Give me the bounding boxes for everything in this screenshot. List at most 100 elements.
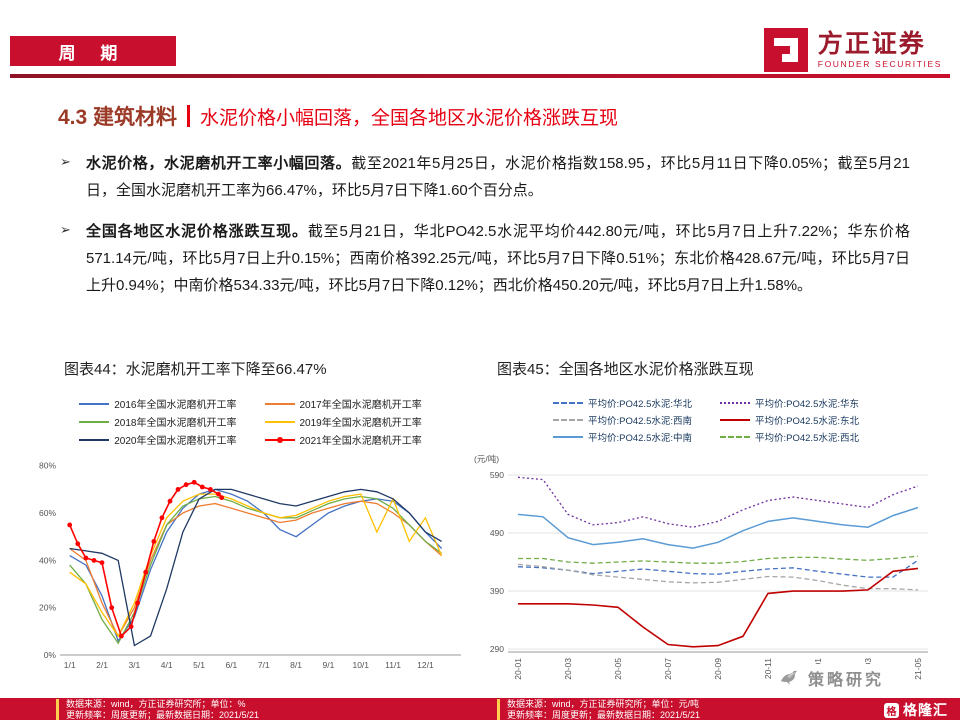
footer-update-line: 更新频率：周度更新；最新数据日期：2021/5/21 — [66, 709, 260, 720]
legend-line-swatch — [553, 436, 583, 438]
legend-item: 平均价:PO42.5水泥:西北 — [720, 430, 859, 444]
series-line-huadong — [517, 476, 919, 528]
series-line-xinan — [517, 563, 919, 591]
x-tick-label: 20-03 — [563, 658, 573, 680]
legend-label: 2019年全国水泥磨机开工率 — [299, 418, 422, 429]
bullet-list: ➢ 水泥价格，水泥磨机开工率小幅回落。截至2021年5月25日，水泥价格指数15… — [60, 150, 910, 312]
gelonghui-icon: 格 — [884, 702, 899, 718]
footer-source-line: 数据来源：wind，方正证券研究所；单位：元/吨 — [507, 699, 700, 709]
gelonghui-logo: 格 格隆汇 — [884, 700, 948, 720]
legend-line-swatch — [79, 420, 110, 423]
legend-label: 2017年全国水泥磨机开工率 — [299, 400, 422, 411]
x-tick-label: 20-07 — [663, 658, 673, 680]
legend-item: 2018年全国水泥磨机开工率 — [79, 414, 237, 429]
series-marker-dot — [67, 522, 73, 528]
legend-item: 2021年全国水泥磨机开工率 — [264, 432, 422, 447]
legend-item: 平均价:PO42.5水泥:东北 — [720, 413, 859, 427]
y-axis-title: (元/吨) — [474, 454, 499, 464]
legend-item: 平均价:PO42.5水泥:华东 — [720, 396, 859, 410]
mill-rate-chart-legend: 2016年全国水泥磨机开工率 2017年全国水泥磨机开工率 2018年全国水泥磨机开… — [28, 392, 473, 453]
legend-line-swatch — [720, 402, 750, 404]
legend-label: 平均价:PO42.5水泥:西南 — [588, 416, 692, 427]
x-tick-label: 5/1 — [193, 660, 205, 670]
x-tick-label: 11/1 — [385, 660, 401, 670]
legend-line-swatch — [264, 420, 295, 423]
x-tick-label: 1/1 — [64, 660, 76, 670]
section-subtitle: 水泥价格小幅回落，全国各地区水泥价格涨跌互现 — [200, 107, 619, 129]
x-tick-label: 8/1 — [290, 660, 302, 670]
x-tick-label: 20-11 — [763, 658, 773, 679]
legend-label: 2021年全国水泥磨机开工率 — [299, 436, 422, 447]
brand-logo: 方正证券 FOUNDER SECURITIES — [763, 28, 942, 72]
legend-line-swatch — [264, 436, 295, 443]
legend-line-swatch — [264, 402, 295, 405]
section-tag-banner: 周 期 — [10, 36, 176, 66]
bullet-arrow-icon: ➢ — [60, 221, 71, 237]
x-tick-label: 20-05 — [613, 658, 623, 680]
footer-source-left: 数据来源：wind，方正证券研究所；单位：% 更新频率：周度更新；最新数据日期：… — [56, 699, 259, 720]
y-tick-label: 60% — [39, 508, 56, 518]
series-marker-dot — [128, 624, 134, 629]
legend-line-swatch — [720, 419, 750, 421]
founder-securities-logo-icon — [763, 28, 808, 72]
brand-name-cn: 方正证券 — [817, 29, 926, 58]
legend-label: 平均价:PO42.5水泥:华东 — [755, 399, 859, 410]
legend-line-swatch — [720, 436, 750, 438]
x-tick-label: 20-09 — [713, 658, 723, 680]
footer-bar: 数据来源：wind，方正证券研究所；单位：% 更新频率：周度更新；最新数据日期：… — [0, 698, 960, 720]
bullet-item: ➢ 全国各地区水泥价格涨跌互现。截至5月21日，华北PO42.5水泥平均价442… — [60, 218, 910, 300]
series-marker-dot — [216, 491, 221, 497]
x-tick-label: 4/1 — [161, 660, 173, 670]
x-tick-label: 6/1 — [225, 660, 237, 670]
legend-item: 平均价:PO42.5水泥:华北 — [553, 396, 692, 410]
legend-label: 平均价:PO42.5水泥:华北 — [588, 399, 692, 410]
legend-label: 平均价:PO42.5水泥:东北 — [755, 416, 859, 427]
series-marker-dot — [208, 487, 213, 492]
series-marker-dot — [109, 605, 115, 611]
figure-44-title: 图表44：水泥磨机开工率下降至66.47% — [64, 361, 327, 378]
legend-label: 2018年全国水泥磨机开工率 — [114, 418, 237, 429]
section-number-title: 4.3 建筑材料 — [58, 106, 178, 129]
bullet-body-text: 截至2021年5月25日，水泥价格指数158.95，环比5月11日下降0.05%… — [86, 155, 910, 200]
brand-logo-text: 方正证券 FOUNDER SECURITIES — [818, 31, 942, 69]
legend-line-swatch — [79, 402, 110, 405]
x-tick-label: 21-05 — [913, 658, 923, 680]
section-tag-label: 周 期 — [58, 43, 128, 63]
legend-label: 平均价:PO42.5水泥:西北 — [755, 433, 859, 444]
bullet-text: 水泥价格，水泥磨机开工率小幅回落。截至2021年5月25日，水泥价格指数158.… — [86, 150, 910, 205]
legend-item: 2020年全国水泥磨机开工率 — [79, 432, 237, 447]
series-marker-dot — [175, 487, 181, 492]
brand-name-en: FOUNDER SECURITIES — [817, 59, 942, 70]
y-tick-label: 0% — [44, 650, 57, 660]
y-tick-label: 390 — [490, 586, 504, 596]
series-line-2017 — [69, 500, 443, 638]
series-marker-dot — [199, 484, 205, 490]
figure-45-title: 图表45：全国各地区水泥价格涨跌互现 — [497, 361, 754, 378]
series-marker-dot — [151, 539, 157, 544]
y-tick-label: 590 — [490, 470, 504, 480]
y-tick-label: 490 — [490, 528, 504, 538]
cement-price-chart-block: 平均价:PO42.5水泥:华北 平均价:PO42.5水泥:华东 平均价:PO42.5… — [472, 392, 940, 707]
legend-line-swatch — [79, 438, 110, 441]
footer-update-line: 更新频率：周度更新；最新数据日期：2021/5/21 — [507, 709, 701, 720]
legend-label: 2016年全国水泥磨机开工率 — [114, 400, 237, 411]
series-marker-dot — [183, 482, 189, 488]
series-line-2016 — [69, 488, 443, 643]
y-tick-label: 290 — [490, 644, 504, 654]
x-tick-label: 20-01 — [513, 658, 523, 680]
x-tick-label: 2/1 — [96, 660, 108, 670]
bullet-bold-lead: 全国各地区水泥价格涨跌互现。 — [86, 222, 308, 240]
strategy-watermark: 策略研究 — [772, 664, 891, 692]
series-line-2018 — [69, 495, 442, 645]
x-tick-label: 9/1 — [322, 660, 334, 670]
series-marker-dot — [119, 633, 124, 639]
series-line-2020 — [69, 488, 442, 647]
series-marker-dot — [191, 479, 197, 485]
legend-label: 平均价:PO42.5水泥:中南 — [588, 433, 692, 444]
legend-label: 2020年全国水泥磨机开工率 — [114, 436, 237, 447]
x-tick-label: 3/1 — [128, 660, 140, 670]
legend-item: 平均价:PO42.5水泥:西南 — [553, 413, 692, 427]
gelonghui-name: 格隆汇 — [903, 702, 948, 718]
series-marker-dot — [83, 555, 89, 561]
